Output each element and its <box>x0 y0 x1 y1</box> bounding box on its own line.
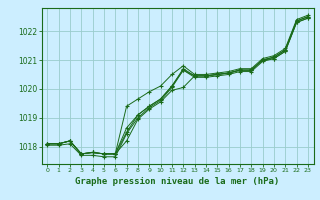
X-axis label: Graphe pression niveau de la mer (hPa): Graphe pression niveau de la mer (hPa) <box>76 177 280 186</box>
